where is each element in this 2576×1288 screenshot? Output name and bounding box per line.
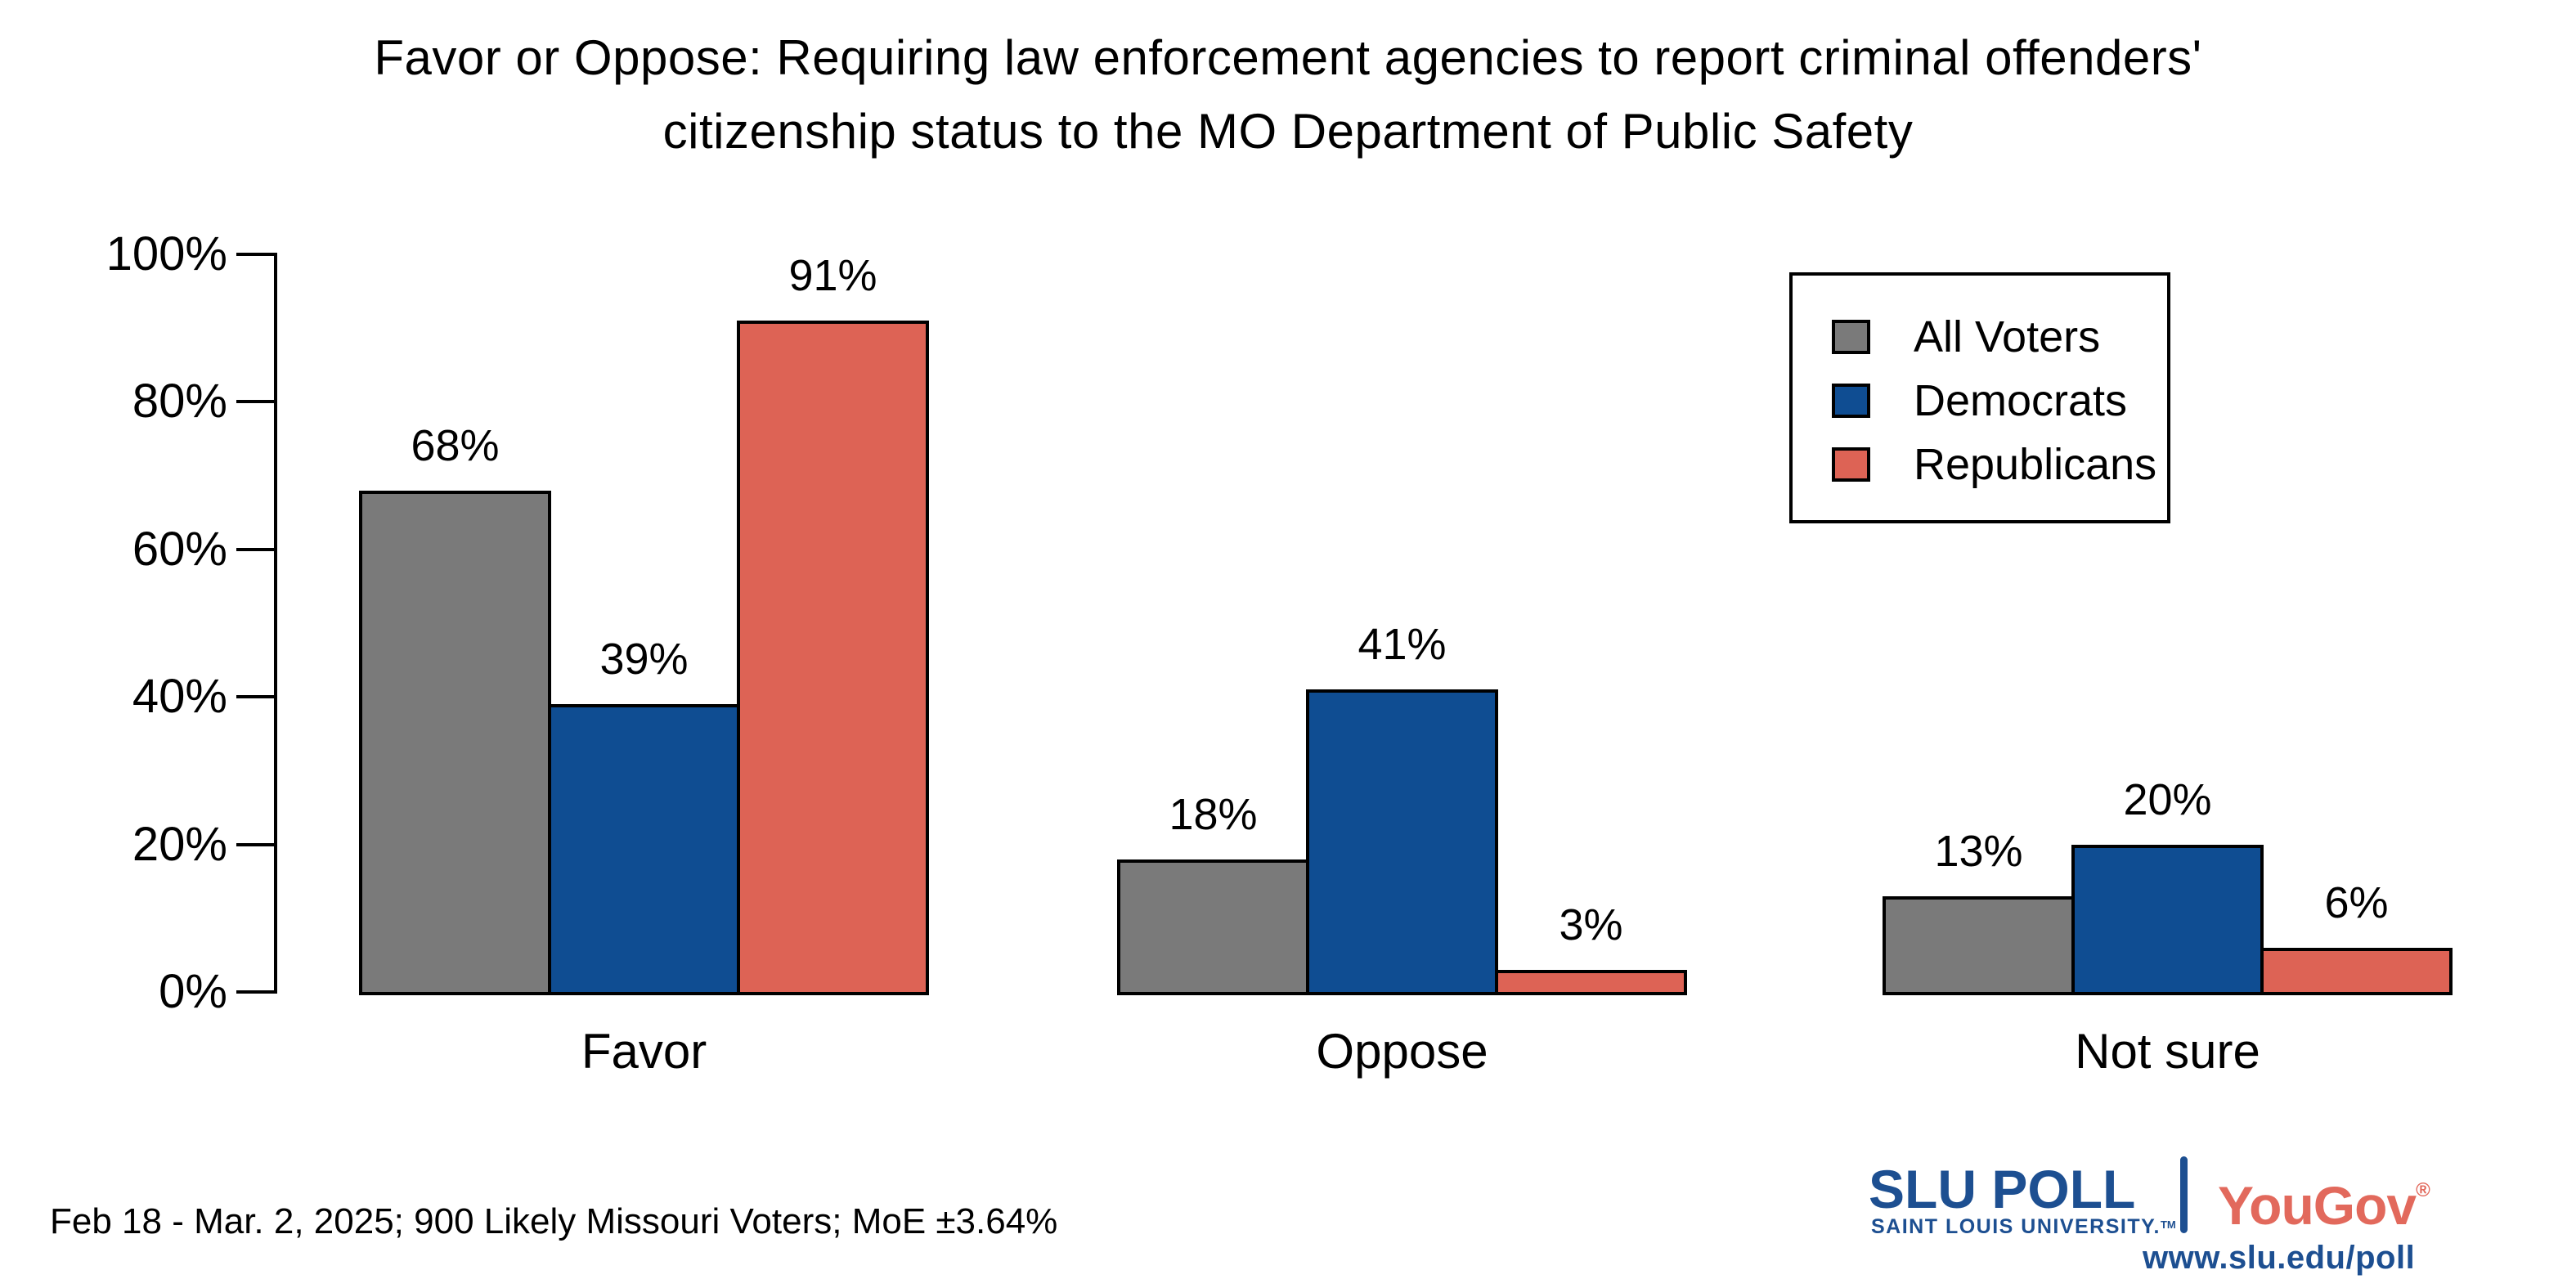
bar-all-voters-oppose (1117, 859, 1309, 995)
bar-value-label: 41% (1358, 620, 1447, 669)
slu-poll-logo-text: SLU POLL (1869, 1159, 2136, 1219)
y-axis-tick-label: 100% (105, 227, 227, 280)
bar-value-label: 13% (1934, 827, 2023, 876)
y-axis-tick (236, 842, 274, 846)
y-axis-tick-label: 60% (132, 522, 227, 576)
slu-poll-url: www.slu.edu/poll (2143, 1240, 2416, 1276)
y-axis-tick-label: 20% (132, 817, 227, 871)
legend-label-republicans: Republicans (1914, 440, 2157, 489)
bar-value-label: 91% (788, 251, 877, 300)
legend-label-democrats: Democrats (1914, 376, 2128, 425)
bar-value-label: 3% (1559, 900, 1623, 949)
y-axis-tick-label: 80% (132, 375, 227, 429)
legend: All Voters Democrats Republicans (1789, 272, 2170, 523)
legend-swatch-all-voters (1832, 320, 1870, 354)
chart-title-line1: Favor or Oppose: Requiring law enforceme… (374, 30, 2202, 85)
bar-democrats-not-sure (2071, 845, 2264, 995)
y-axis-line (274, 253, 277, 994)
bar-all-voters-favor (359, 491, 551, 995)
bar-value-label: 6% (2324, 878, 2389, 927)
bar-value-label: 68% (411, 421, 500, 470)
slu-university-logo-text: SAINT LOUIS UNIVERSITY.TM (1871, 1214, 2176, 1238)
bar-value-label: 18% (1169, 790, 1258, 839)
chart-title-line2: citizenship status to the MO Department … (662, 104, 1914, 159)
category-label-favor: Favor (581, 1024, 707, 1079)
category-label-oppose: Oppose (1316, 1024, 1488, 1079)
bar-republicans-favor (737, 321, 929, 995)
bar-value-label: 20% (2123, 775, 2212, 824)
legend-label-all-voters: All Voters (1914, 312, 2101, 361)
slu-university-label: SAINT LOUIS UNIVERSITY. (1871, 1215, 2161, 1238)
yougov-logo-text: YouGov (2218, 1175, 2417, 1236)
legend-swatch-democrats (1832, 384, 1870, 418)
bar-republicans-not-sure (2260, 948, 2453, 995)
slu-poll-logo: SLU POLL (1869, 1161, 2135, 1217)
yougov-logo: YouGov® (2218, 1163, 2430, 1233)
y-axis-tick-label: 40% (132, 670, 227, 724)
y-axis-tick (236, 695, 274, 699)
trademark-symbol: TM (2160, 1218, 2176, 1231)
y-axis-tick (236, 990, 274, 994)
y-axis-tick (236, 547, 274, 551)
bar-value-label: 39% (599, 635, 689, 684)
y-axis-tick-label: 0% (159, 965, 227, 1018)
bar-democrats-oppose (1306, 689, 1498, 995)
bar-republicans-oppose (1495, 970, 1687, 995)
bar-democrats-favor (548, 704, 740, 995)
category-label-not-sure: Not sure (2075, 1024, 2260, 1079)
bar-all-voters-not-sure (1883, 896, 2075, 995)
y-axis-tick (236, 400, 274, 404)
y-axis-tick (236, 253, 274, 256)
chart-title: Favor or Oppose: Requiring law enforceme… (0, 21, 2576, 168)
footnote-methodology: Feb 18 - Mar. 2, 2025; 900 Likely Missou… (50, 1201, 1058, 1241)
registered-symbol: ® (2416, 1179, 2430, 1201)
legend-swatch-republicans (1832, 447, 1870, 482)
logo-separator-bar (2180, 1156, 2188, 1233)
